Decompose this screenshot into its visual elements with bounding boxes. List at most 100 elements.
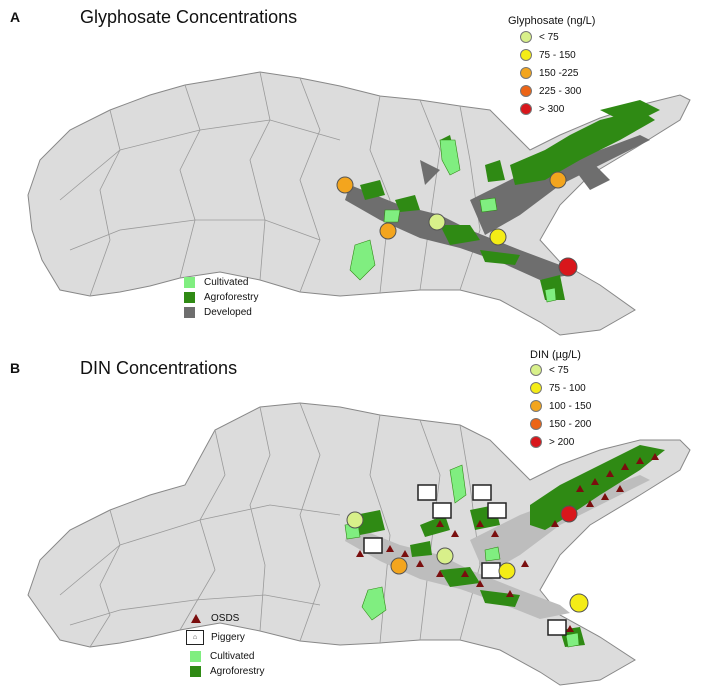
legend-label: 75 - 100 — [549, 382, 586, 394]
osds-point — [506, 590, 514, 597]
subbasin-boundaries — [59, 71, 481, 297]
din-map — [27, 402, 691, 686]
osds-point — [416, 560, 424, 567]
osds-point — [401, 550, 409, 557]
legend-label: 150 - 200 — [549, 418, 592, 430]
din-sample-sites — [346, 505, 589, 613]
legend-dot — [530, 382, 542, 394]
osds-point — [601, 493, 609, 500]
legend-class: < 75 — [520, 31, 559, 43]
legend-label: 225 - 300 — [539, 85, 582, 97]
legend-feature: Agroforestry — [190, 666, 264, 677]
legend-dot — [520, 85, 532, 97]
sample-site — [390, 557, 408, 575]
panel-letter: B — [10, 360, 21, 376]
legend-label: Agroforestry — [204, 292, 259, 303]
osds-point — [476, 520, 484, 527]
sample-site — [346, 511, 364, 529]
osds-point — [436, 520, 444, 527]
legend-label: 150 -225 — [539, 67, 579, 79]
legend-class: 100 - 150 — [530, 400, 591, 412]
panel-din: B DIN Concentrations — [0, 345, 705, 691]
sample-site — [428, 213, 446, 231]
piggery-point — [432, 502, 452, 519]
legend-landuse: Developed — [184, 307, 252, 318]
osds-point — [586, 500, 594, 507]
sample-site — [379, 222, 397, 240]
legend-label: < 75 — [539, 31, 559, 43]
legend-dot — [520, 67, 532, 79]
piggery-point — [472, 484, 492, 501]
panel-letter: A — [10, 9, 21, 25]
legend-class: 225 - 300 — [520, 85, 581, 97]
legend-swatch — [184, 277, 195, 288]
sample-site — [558, 257, 578, 277]
osds-legend-icon — [191, 614, 201, 623]
legend-swatch — [184, 307, 195, 318]
legend-dot — [520, 49, 532, 61]
osds-point — [436, 570, 444, 577]
osds-point — [591, 478, 599, 485]
osds-point — [461, 570, 469, 577]
piggery-legend-icon: ⌂ — [186, 630, 204, 645]
legend-label: Cultivated — [204, 277, 249, 288]
legend-title: DIN (µg/L) — [530, 349, 581, 361]
sample-site — [560, 505, 578, 523]
legend-swatch — [190, 666, 201, 677]
legend-feature: Cultivated — [190, 651, 254, 662]
panel-title: Glyphosate Concentrations — [80, 7, 298, 27]
legend-label: 75 - 150 — [539, 49, 576, 61]
sample-site — [498, 562, 516, 580]
legend-landuse: Cultivated — [184, 277, 248, 288]
cultivated-areas — [349, 139, 557, 303]
legend-label: > 200 — [549, 436, 575, 448]
piggery-points — [363, 484, 567, 636]
legend-class: > 300 — [520, 103, 564, 115]
legend-label: Piggery — [211, 632, 245, 643]
sample-site — [489, 228, 507, 246]
osds-point — [651, 453, 659, 460]
osds-point — [551, 520, 559, 527]
piggery-point — [547, 619, 567, 636]
piggery-point — [363, 537, 383, 554]
legend-feature: ⌂ Piggery — [186, 630, 245, 645]
legend-label: Cultivated — [210, 651, 255, 662]
legend-label: Agroforestry — [210, 666, 265, 677]
osds-point — [566, 625, 574, 632]
legend-class: 150 - 200 — [530, 418, 591, 430]
osds-point — [636, 457, 644, 464]
panel-glyphosate: A Glyphosate Concentrations — [0, 0, 705, 345]
legend-label: 100 - 150 — [549, 400, 592, 412]
osds-point — [521, 560, 529, 567]
legend-class: 75 - 150 — [520, 49, 576, 61]
sample-site — [569, 593, 589, 613]
panel-title: DIN Concentrations — [80, 358, 238, 378]
legend-dot — [530, 400, 542, 412]
osds-point — [356, 550, 364, 557]
piggery-point — [481, 562, 501, 579]
osds-point — [616, 485, 624, 492]
sample-site — [436, 547, 454, 565]
legend-dot — [530, 436, 542, 448]
subbasin-boundaries — [59, 402, 481, 648]
legend-dot — [530, 418, 542, 430]
osds-point — [576, 485, 584, 492]
cultivated-areas — [344, 464, 580, 648]
osds-point — [451, 530, 459, 537]
glyphosate-sample-sites — [336, 171, 578, 277]
piggery-point — [487, 502, 507, 519]
legend-class: > 200 — [530, 436, 574, 448]
legend-label: OSDS — [211, 613, 240, 624]
legend-class: 150 -225 — [520, 67, 578, 79]
legend-swatch — [184, 292, 195, 303]
legend-title: Glyphosate (ng/L) — [508, 15, 596, 27]
osds-point — [606, 470, 614, 477]
osds-point — [491, 530, 499, 537]
legend-dot — [520, 31, 532, 43]
piggery-point — [417, 484, 437, 501]
sample-site — [336, 176, 354, 194]
osds-point — [621, 463, 629, 470]
legend-label: Developed — [204, 307, 252, 318]
legend-dot — [530, 364, 542, 376]
legend-feature: OSDS — [190, 613, 239, 624]
